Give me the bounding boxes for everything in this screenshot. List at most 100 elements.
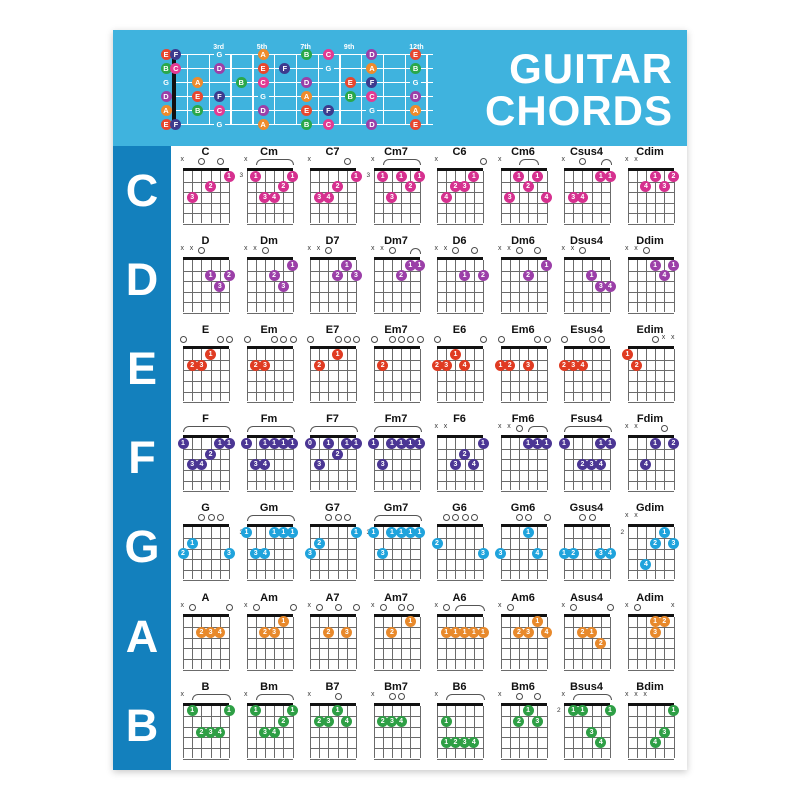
diagram-fret	[183, 716, 229, 718]
chord-cell-Gm7[interactable]: Gm73111113	[366, 502, 427, 587]
chord-cell-Fm[interactable]: Fm 1 1 1 1 1 3 4	[239, 413, 300, 498]
chord-cell-Dsus4[interactable]: Dsus4 x x 1 3 4	[556, 235, 617, 320]
chord-cell-Fm7[interactable]: Fm7 1 1 1 1 1 3	[366, 413, 427, 498]
chord-cell-Fdim[interactable]: Fdim x x 1 2 4	[620, 413, 681, 498]
finger-dot: 1	[604, 170, 616, 182]
diagram-fret	[310, 627, 356, 629]
chord-cell-B6[interactable]: B6 x 1 1 2 3 4	[429, 681, 490, 766]
sidebar-key-A[interactable]: A	[125, 610, 159, 662]
diagram-string	[600, 705, 602, 758]
chord-cell-Dm[interactable]: Dm x x 1 2 3	[239, 235, 300, 320]
diagram-nut	[500, 168, 547, 171]
diagram-fret	[437, 726, 483, 728]
chord-cell-Am7[interactable]: Am7 x 1 2	[366, 592, 427, 677]
chord-cell-A7[interactable]: A7 x 2 3	[302, 592, 363, 677]
chord-cell-Asus4[interactable]: Asus4 x 2 1 2	[556, 592, 617, 677]
diagram-string	[373, 705, 375, 758]
chord-cell-C7[interactable]: C7 x 1 2 3 4	[302, 146, 363, 231]
chord-cell-C6[interactable]: C6 x 1 2 3 4	[429, 146, 490, 231]
chord-cell-G7[interactable]: G7 2 3 1	[302, 502, 363, 587]
diagram-fret	[310, 747, 356, 749]
chord-cell-Em6[interactable]: Em6 1 2 3	[493, 324, 554, 409]
chord-cell-Dm7[interactable]: Dm7 x x 1 1 2	[366, 235, 427, 320]
diagram-string	[246, 527, 248, 580]
diagram-string	[655, 349, 657, 402]
chord-cell-E6[interactable]: E6 1 2 3 4	[429, 324, 490, 409]
finger-dot: 1	[595, 170, 607, 182]
sidebar-key-E[interactable]: E	[126, 343, 157, 395]
finger-dot: 1	[649, 170, 661, 182]
finger-dot: 3	[259, 192, 271, 203]
chord-cell-Cm6[interactable]: Cm6 x 1 1 2 3 4	[493, 146, 554, 231]
chord-cell-Ddim[interactable]: Ddim x x 1 1 4	[620, 235, 681, 320]
diagram-fret	[373, 448, 420, 450]
chord-cell-E7[interactable]: E7 1 2	[302, 324, 363, 409]
muted-string-marker: x	[443, 423, 448, 431]
chord-cell-Am6[interactable]: Am6 x 1 2 3 4	[493, 592, 554, 677]
chord-cell-Fsus4[interactable]: Fsus4 1 1 1 2 3 4	[556, 413, 617, 498]
chord-cell-Em[interactable]: Em 2 3	[239, 324, 300, 409]
diagram-fret	[246, 658, 293, 660]
finger-dot: 1	[440, 737, 452, 749]
diagram-fret	[500, 548, 547, 550]
chord-cell-Bm6[interactable]: Bm6 x 1 2 3	[493, 681, 554, 766]
chord-cell-Adim[interactable]: Adim x x 1 2 3	[620, 592, 681, 677]
chord-cell-Dm6[interactable]: Dm6 x x 1 2	[493, 235, 554, 320]
chord-cell-Fm6[interactable]: Fm6 x x 1 1 1	[493, 413, 554, 498]
diagram-string	[627, 171, 629, 223]
chord-cell-Bsus4[interactable]: Bsus4 x 2 1 1 1 3 4	[556, 681, 617, 766]
fretboard-note-D: D	[160, 90, 172, 102]
chord-cell-D7[interactable]: D7 x x 1 2 3	[302, 235, 363, 320]
chord-cell-Cm7[interactable]: Cm7 x 3 1 1 1 2 3	[366, 146, 427, 231]
sidebar-key-D[interactable]: D	[125, 254, 159, 306]
chord-cell-Edim[interactable]: Edim x x 1 2	[620, 324, 681, 409]
chord-cell-G6[interactable]: G6 2 3	[429, 502, 490, 587]
chord-cell-F6[interactable]: F6 x x 1 2 3 4	[429, 413, 490, 498]
chord-cell-Esus4[interactable]: Esus4 2 3 4	[556, 324, 617, 409]
chord-cell-Gm6[interactable]: Gm6 1 3 4	[493, 502, 554, 587]
chord-name-label: A6	[452, 591, 467, 604]
fretboard-string-line	[165, 124, 433, 126]
diagram-string	[246, 705, 248, 758]
finger-dot: 2	[431, 359, 443, 371]
sidebar-key-G[interactable]: G	[124, 521, 160, 573]
chord-cell-B7[interactable]: B7 x 1 2 3 4	[302, 681, 363, 766]
chord-cell-F7[interactable]: F7 0 1 1 1 2 3	[302, 413, 363, 498]
chord-cell-Bm[interactable]: Bm x 1 1 2 3 4	[239, 681, 300, 766]
sidebar-key-B[interactable]: B	[125, 699, 159, 751]
chord-cell-A6[interactable]: A6 x 1 1 1 1 1	[429, 592, 490, 677]
chord-cell-Cm[interactable]: Cm x 3 1 1 2 3 4	[239, 146, 300, 231]
diagram-string	[446, 705, 448, 758]
chord-cell-Em7[interactable]: Em7 2	[366, 324, 427, 409]
chord-cell-Bm7[interactable]: Bm7 x 2 3 4	[366, 681, 427, 766]
sidebar-key-C[interactable]: C	[125, 165, 159, 216]
chord-cell-Csus4[interactable]: Csus4 x 1 1 3 4	[556, 146, 617, 231]
finger-dot: 4	[595, 459, 607, 471]
chord-cell-Gm[interactable]: Gm3111134	[239, 502, 300, 587]
chord-cell-Gsus4[interactable]: Gsus4 1 2 3 4	[556, 502, 617, 587]
chord-cell-D6[interactable]: D6 x x 1 2	[429, 235, 490, 320]
diagram-string	[337, 527, 339, 580]
chord-cell-Bdim[interactable]: Bdim x x x 1 3 4	[620, 681, 681, 766]
chord-cell-Am[interactable]: Am x 1 2 3	[239, 592, 300, 677]
fretboard-note-D: D	[213, 62, 225, 74]
diagram-string	[483, 705, 484, 758]
chord-cell-Gdim[interactable]: Gdim x x 2 1 2 3 4	[620, 502, 681, 587]
muted-string-marker: x	[180, 690, 185, 698]
diagram-string	[645, 260, 647, 313]
diagram-string	[373, 260, 375, 313]
sidebar-key-F[interactable]: F	[128, 432, 156, 484]
diagram-string	[410, 260, 412, 313]
chord-cell-Cdim[interactable]: Cdim x x 1 2 3 4	[620, 146, 681, 231]
chord-name-label: Bm6	[511, 680, 535, 693]
diagram-string	[473, 349, 475, 402]
